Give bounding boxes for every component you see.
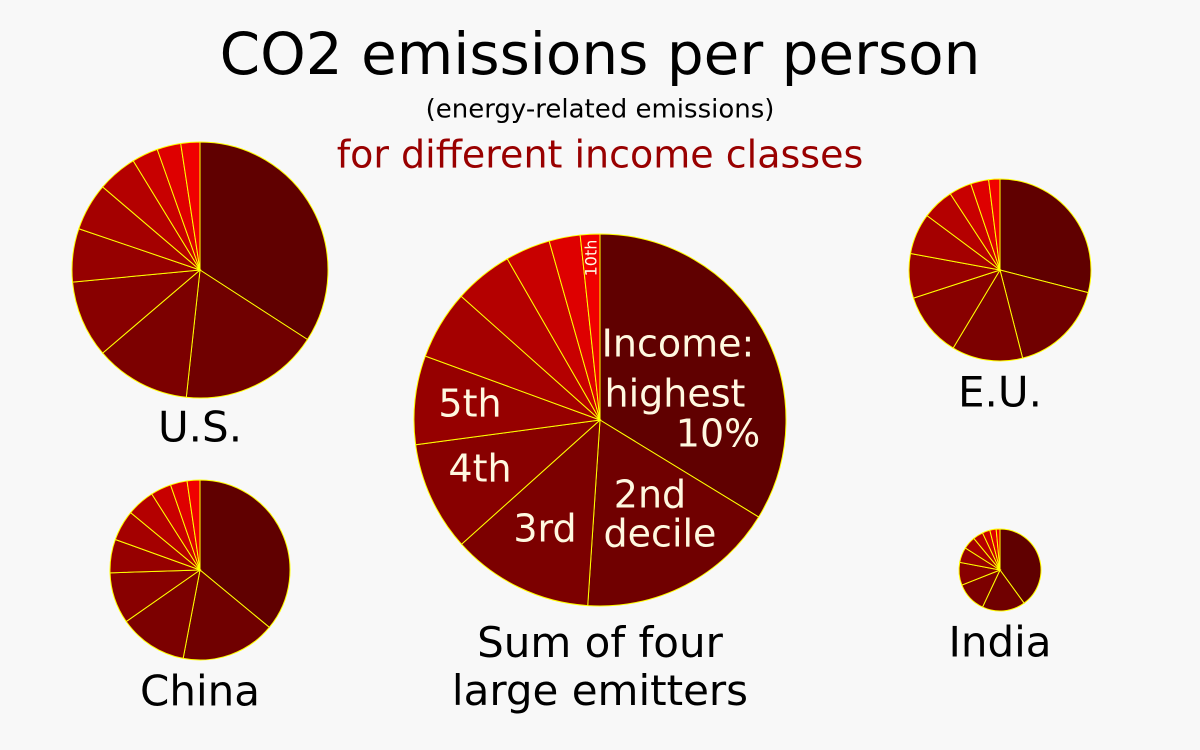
slice-annotation: 4th <box>448 447 511 491</box>
slice-annotation: highest <box>605 372 746 416</box>
pie-slice <box>182 569 271 661</box>
slice-annotation: 2nd <box>614 473 686 517</box>
pie-slice <box>199 479 291 629</box>
pie-label: Sum of four large emitters <box>452 618 748 715</box>
pie-slice <box>186 479 201 571</box>
tagline: for different income classes <box>337 133 864 177</box>
pie-slice <box>587 419 760 607</box>
pie-slice <box>912 269 1002 349</box>
pie-slice <box>125 568 201 659</box>
slice-annotation: 3rd <box>513 507 576 551</box>
pie-label: China <box>140 667 260 716</box>
chart-title: CO2 emissions per person <box>220 20 981 88</box>
slice-annotation: Income: <box>602 322 755 366</box>
slice-annotation: 10th <box>582 240 601 277</box>
pie-slice <box>999 178 1092 294</box>
pie-slice <box>995 528 1001 571</box>
pie-slice <box>988 178 1001 271</box>
pie-slice <box>101 268 201 398</box>
pie-slice <box>72 269 202 354</box>
pie-slice <box>999 528 1042 604</box>
pie-slice <box>185 269 309 399</box>
slice-annotation: 5th <box>438 382 501 426</box>
subtitle: (energy-related emissions) <box>426 95 775 125</box>
pie-slice <box>999 269 1089 359</box>
pie-label: E.U. <box>958 368 1042 417</box>
pie-label: India <box>948 618 1051 667</box>
slice-annotation: 10% <box>676 412 760 456</box>
pie-slice <box>460 418 601 607</box>
pie-slice <box>952 268 1024 362</box>
pie-label: U.S. <box>158 403 242 452</box>
pie-slice <box>599 233 787 518</box>
pie-slice <box>415 419 602 545</box>
pie-slice <box>579 233 601 421</box>
pie-slice <box>180 141 201 271</box>
pie-slice <box>981 569 1025 612</box>
slice-annotation: decile <box>604 512 717 556</box>
